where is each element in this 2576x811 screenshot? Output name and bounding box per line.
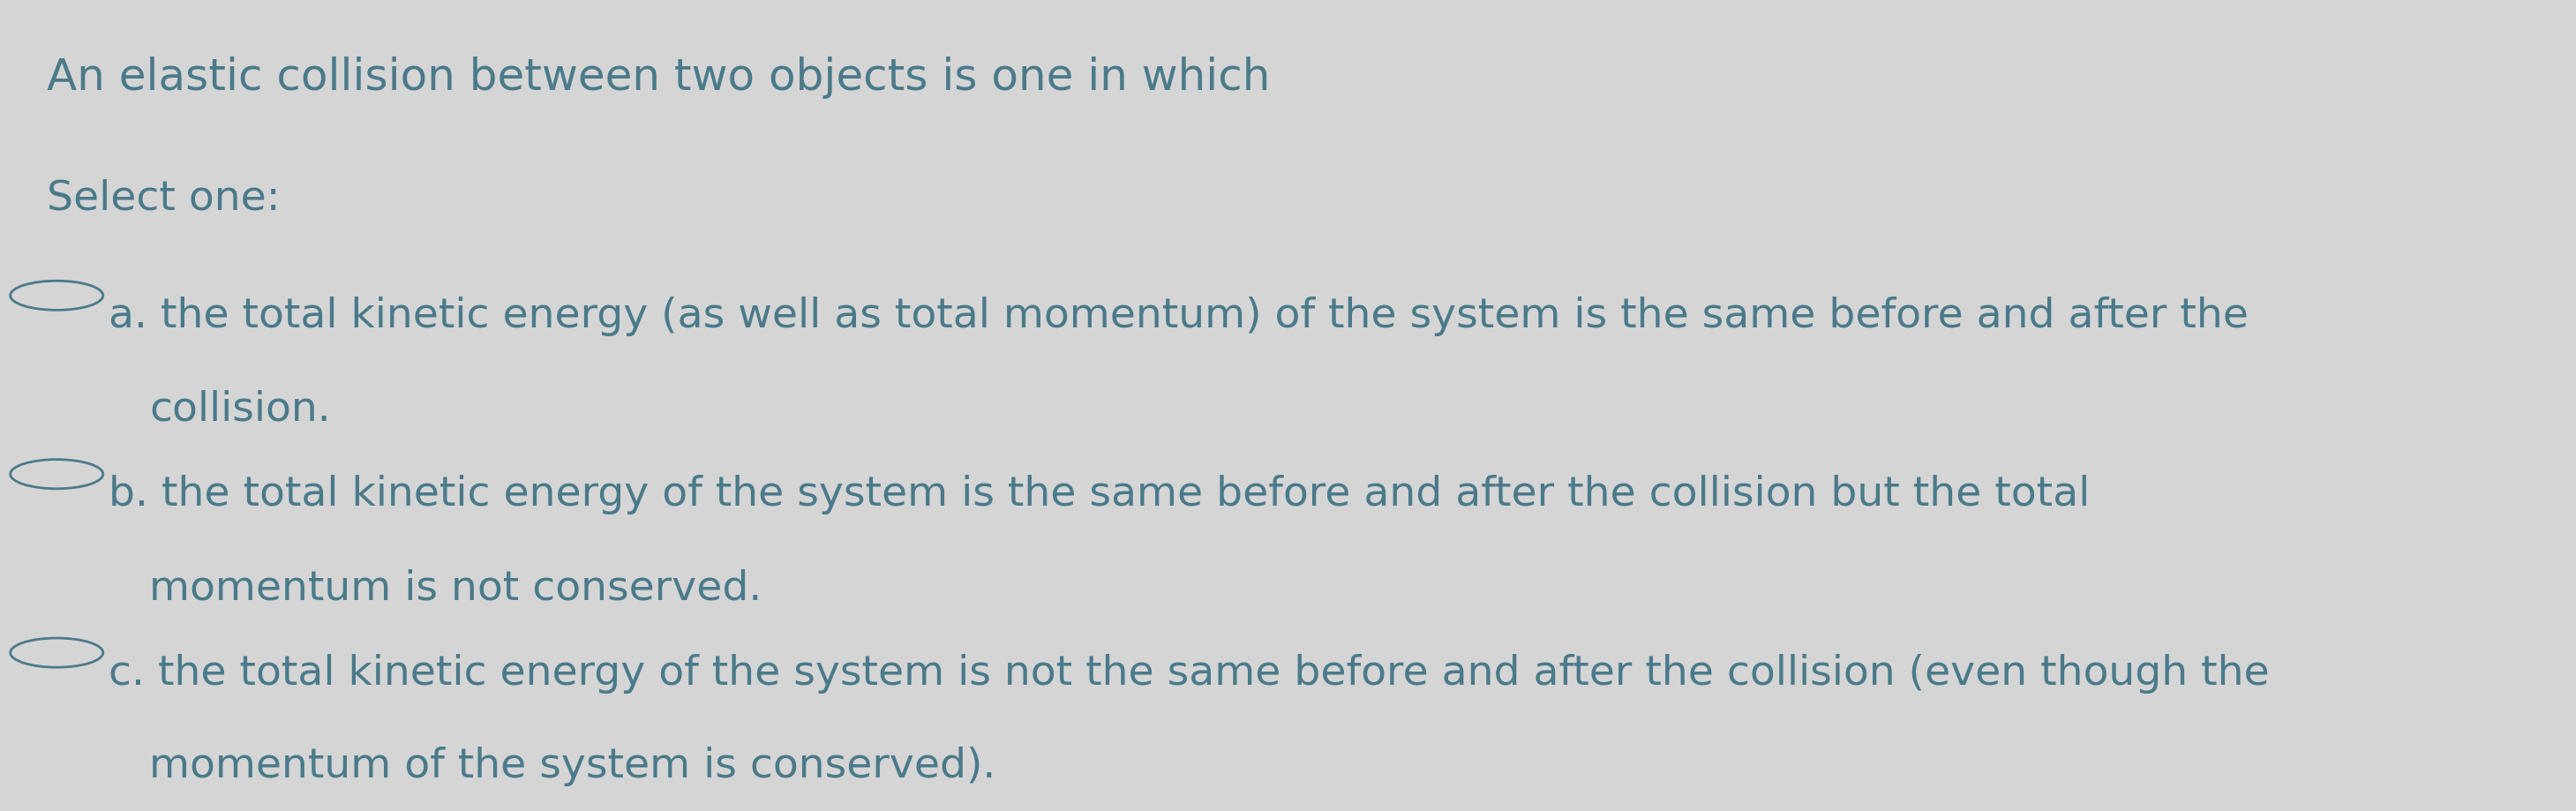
Text: c. the total kinetic energy of the system is not the same before and after the c: c. the total kinetic energy of the syste… <box>108 653 2269 693</box>
Text: momentum is not conserved.: momentum is not conserved. <box>149 568 762 607</box>
Text: collision.: collision. <box>149 389 330 429</box>
Text: b. the total kinetic energy of the system is the same before and after the colli: b. the total kinetic energy of the syste… <box>108 474 2089 514</box>
Text: Select one:: Select one: <box>46 178 281 218</box>
Text: An elastic collision between two objects is one in which: An elastic collision between two objects… <box>46 57 1270 99</box>
Text: a. the total kinetic energy (as well as total momentum) of the system is the sam: a. the total kinetic energy (as well as … <box>108 296 2249 336</box>
Text: momentum of the system is conserved).: momentum of the system is conserved). <box>149 746 997 786</box>
